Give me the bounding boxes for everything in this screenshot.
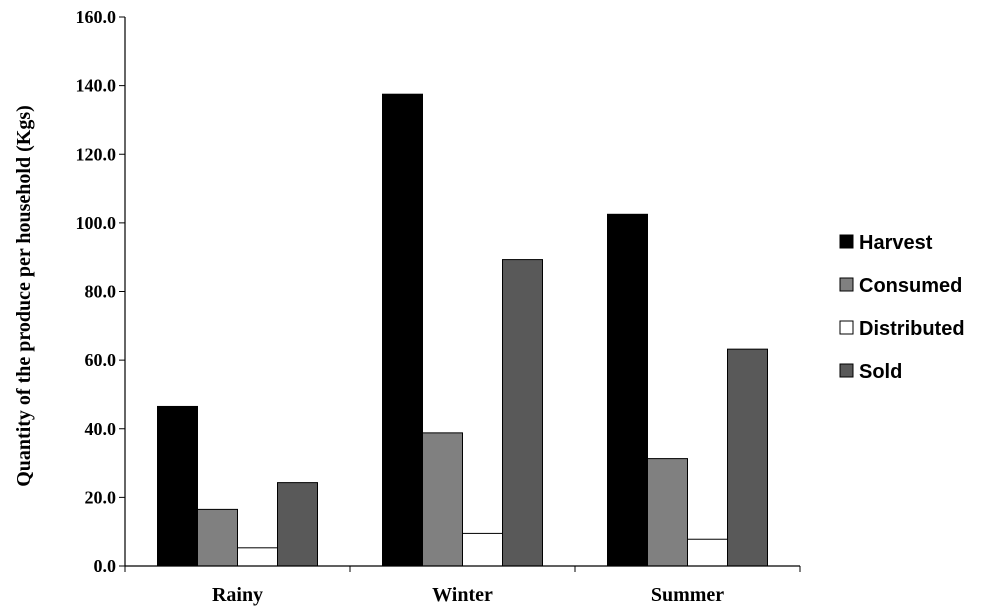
bar-distributed-winter [462,532,503,567]
bar-consumed-rainy [197,508,238,567]
y-tick-label: 100.0 [76,213,117,233]
x-category-label: Summer [651,584,724,606]
legend-swatch-distributed [839,320,854,335]
x-axis-categories: Rainy Winter Summer [212,584,724,606]
y-tick-label: 140.0 [76,76,117,96]
y-tick-label: 40.0 [85,419,117,439]
bar-distributed-rainy [237,547,278,567]
legend-label-harvest: Harvest [859,232,933,254]
bar-harvest-summer [607,213,648,567]
x-category-label: Winter [432,584,493,606]
y-tick-label: 0.0 [94,556,117,576]
y-tick-label: 120.0 [76,144,117,164]
x-category-label: Rainy [212,584,263,606]
axes [124,17,801,572]
legend-swatch-harvest [839,234,854,249]
bar-sold-winter [502,259,543,567]
y-tick-label: 20.0 [85,487,117,507]
y-tick-label: 160.0 [76,7,117,27]
y-axis-label: Quantity of the produce per household (K… [13,105,35,487]
bar-consumed-winter [422,432,463,567]
bar-sold-rainy [277,482,318,567]
legend-swatch-consumed [839,277,854,292]
legend-swatch-sold [839,363,854,378]
bar-harvest-rainy [157,405,198,567]
legend-label-consumed: Consumed [859,275,962,297]
bars [157,93,768,567]
bar-consumed-summer [647,458,688,567]
bar-harvest-winter [382,93,423,567]
legend: Harvest Consumed Distributed Sold [839,232,965,383]
legend-label-distributed: Distributed [859,318,965,340]
bar-distributed-summer [687,538,728,567]
y-tick-label: 60.0 [85,350,117,370]
y-axis-ticks: 0.0 20.0 40.0 60.0 80.0 100.0 120.0 140.0 160.0 [76,7,125,576]
y-tick-label: 80.0 [85,282,117,302]
legend-label-sold: Sold [859,361,902,383]
bar-sold-summer [727,348,768,567]
